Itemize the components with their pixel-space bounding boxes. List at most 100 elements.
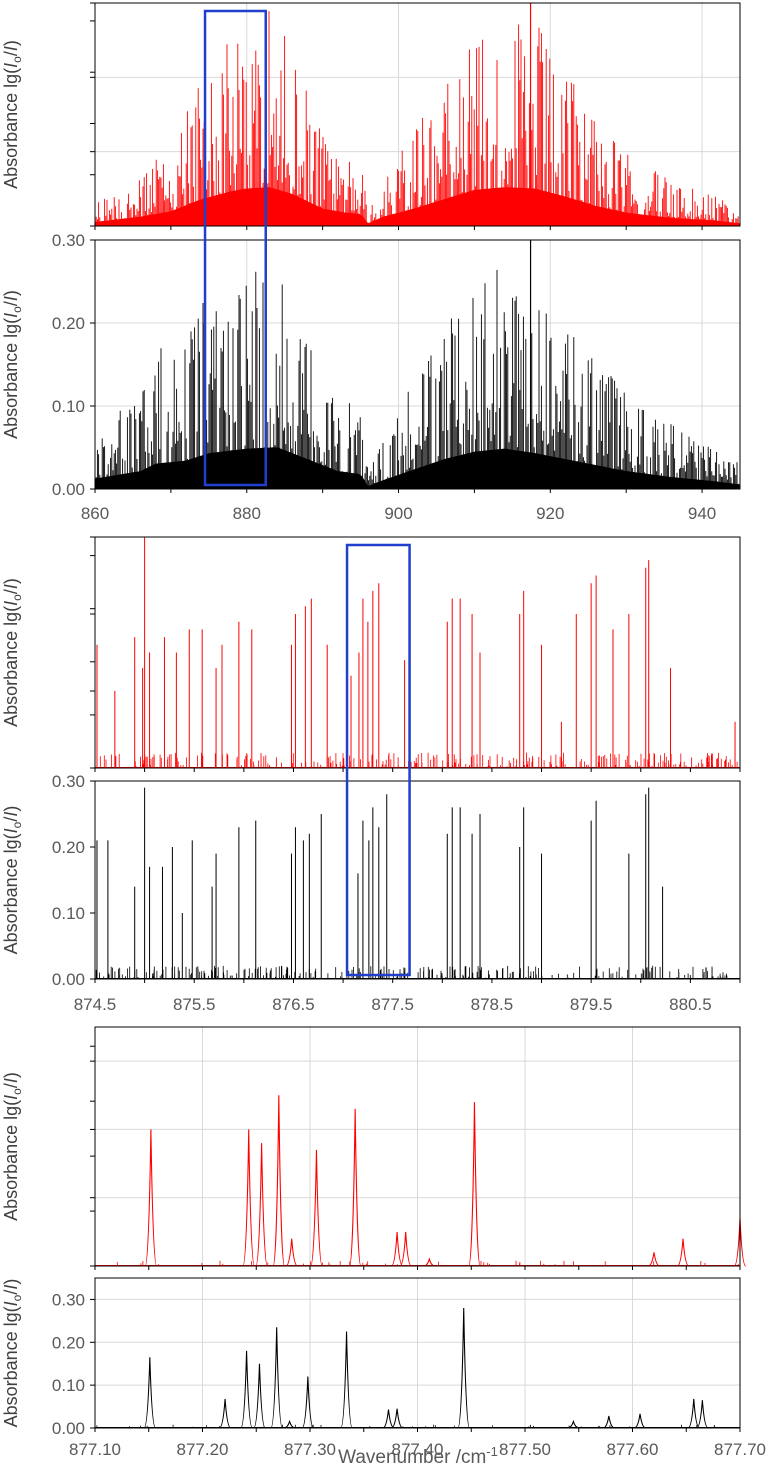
- overview-lower-y-axis-title-i2: I: [1, 296, 21, 301]
- overview-ytick-label-0: 0.00: [52, 480, 85, 499]
- zoom1-ytick-label-3: 0.30: [52, 772, 85, 791]
- zoom2-xtick-label-6: 877.70: [714, 1440, 766, 1459]
- zoom1-xtick-label-2: 876.5: [272, 995, 315, 1014]
- zoom2-upper-peak-4: [285, 1238, 298, 1267]
- zoom1-lower-experimental-trace: [95, 787, 741, 979]
- zoom2-xtick-label-0: 877.10: [69, 1440, 121, 1459]
- zoom2-lower-peak-12: [603, 1415, 615, 1429]
- zoom2-lower-y-axis-title: Absorbance lg(Io/I): [1, 1279, 24, 1428]
- zoom2-upper-peak-7: [391, 1231, 404, 1267]
- overview-lower-y-axis-title: Absorbance lg(Io/I): [1, 290, 24, 439]
- zoom1-upper-simulated-trace: [95, 537, 740, 768]
- zoom2-upper-y-axis-title-slash: /: [1, 1083, 21, 1088]
- zoom2-xtick-label-5: 877.60: [607, 1440, 659, 1459]
- overview-ytick-label-2: 0.20: [52, 314, 85, 333]
- zoom1-lower-frame: [94, 780, 741, 980]
- zoom2-upper-peak-6: [348, 1108, 362, 1267]
- zoom2-lower-peak-2: [240, 1350, 253, 1429]
- zoom2-upper-peak-12: [677, 1238, 689, 1267]
- zoom1-upper-y-axis-title-i2: I: [1, 584, 21, 589]
- zoom1-lower-noise: [95, 965, 741, 979]
- overview-upper-baseline-fill: [95, 187, 740, 226]
- overview-upper-y-axis-title: Absorbance lg(Io/I): [1, 40, 24, 189]
- zoom1-ytick-label-0: 0.00: [52, 970, 85, 989]
- overview-upper-frame: [94, 2, 741, 227]
- traces-layer: [94, 3, 747, 1429]
- zoom2-upper-peak-11: [648, 1252, 660, 1267]
- zoom1-lower-y-axis-title-slash: /: [1, 817, 21, 822]
- zoom2-lower-y-axis-title-suffix: ): [1, 1279, 21, 1285]
- overview-upper-simulated-trace: [94, 3, 740, 226]
- zoom1-xtick-label-0: 874.5: [74, 995, 117, 1014]
- zoom2-upper-peak-10: [468, 1102, 481, 1267]
- zoom2-ytick-label-0: 0.00: [52, 1419, 85, 1438]
- overview-lower-y-axis-title-prefix: Absorbance lg(: [1, 318, 21, 439]
- svg-text:Wavenumber /cm-1: Wavenumber /cm-1: [338, 1444, 498, 1468]
- overview-upper-y-axis-title-prefix: Absorbance lg(: [1, 68, 21, 189]
- x-axis-title: Wavenumber /cm-1: [338, 1444, 498, 1468]
- zoom2-lower-peak-7: [340, 1331, 353, 1429]
- zoom1-lower-y-axis-title-suffix: ): [1, 806, 21, 812]
- zoom1-xtick-label-1: 875.5: [173, 995, 216, 1014]
- zoom2-xtick-label-1: 877.20: [177, 1440, 229, 1459]
- zoom2-lower-peak-3: [253, 1363, 266, 1429]
- zoom1-upper-y-axis-title-suffix: ): [1, 578, 21, 584]
- zoom2-upper-y-axis-title-i2: I: [1, 1078, 21, 1083]
- zoom1-upper-y-axis-title: Absorbance lg(Io/I): [1, 578, 24, 727]
- zoom1-ytick-label-1: 0.10: [52, 904, 85, 923]
- overview-upper-y-axis-title-sub: o: [10, 56, 24, 63]
- zoom2-lower-peak-9: [391, 1408, 403, 1429]
- overview-upper-y-axis-title-i2: I: [1, 46, 21, 51]
- zoom2-ytick-label-3: 0.30: [52, 1290, 85, 1309]
- zoom2-upper-y-axis-title-i: I: [1, 1095, 21, 1100]
- zoom2-upper-peak-5: [310, 1149, 323, 1267]
- overview-lower-lines: [94, 269, 740, 489]
- x-axis-title-text: Wavenumber /cm: [338, 1447, 486, 1468]
- zoom2-lower-peak-10: [457, 1307, 470, 1429]
- zoom2-upper-peak-2: [255, 1143, 268, 1267]
- zoom2-lower-peak-6: [301, 1376, 315, 1429]
- zoom2-lower-y-axis-title-i: I: [1, 1301, 21, 1306]
- zoom2-xtick-label-4: 877.50: [499, 1440, 551, 1459]
- zoom1-upper-y-axis-title-slash: /: [1, 589, 21, 594]
- zoom2-upper-y-axis-title-sub: o: [10, 1088, 24, 1095]
- overview-lower-y-axis-title-suffix: ): [1, 290, 21, 296]
- zoom2-xtick-label-3: 877.40: [392, 1440, 444, 1459]
- overview-zoom-region-box: [203, 9, 267, 487]
- zoom2-upper-y-axis-title-prefix: Absorbance lg(: [1, 1100, 21, 1221]
- overview-xtick-label-4: 940: [688, 504, 716, 523]
- zoom2-upper-y-axis-title: Absorbance lg(Io/I): [1, 1072, 24, 1221]
- overview-lower-frame: [94, 239, 741, 490]
- overview-upper-lines: [94, 11, 740, 226]
- overview-xtick-label-1: 880: [233, 504, 261, 523]
- zoom1-lower-y-axis-title-prefix: Absorbance lg(: [1, 833, 21, 954]
- frames-layer: [90, 2, 741, 1432]
- zoom2-upper-peak-3: [272, 1095, 286, 1267]
- zoom2-xtick-label-2: 877.30: [284, 1440, 336, 1459]
- zoom1-xtick-label-5: 879.5: [570, 995, 613, 1014]
- zoom2-lower-peak-15: [696, 1400, 709, 1429]
- overview-lower-experimental-trace: [94, 240, 740, 489]
- zoom2-upper-peak-8: [399, 1231, 412, 1267]
- zoom1-upper-frame: [94, 536, 741, 769]
- zoom2-lower-peak-0: [143, 1357, 157, 1429]
- zoom1-lower-y-axis-title-i: I: [1, 828, 21, 833]
- zoom2-upper-peak-0: [144, 1129, 158, 1267]
- overview-lower-baseline-fill: [95, 447, 740, 489]
- zoom1-ytick-label-2: 0.20: [52, 838, 85, 857]
- zoom2-upper-simulated-trace: [95, 1095, 747, 1267]
- zoom1-lower-y-axis-title: Absorbance lg(Io/I): [1, 806, 24, 955]
- zoom1-upper-noise: [96, 752, 738, 768]
- zoom1-lower-y-axis-title-i2: I: [1, 812, 21, 817]
- overview-upper-y-axis-title-suffix: ): [1, 40, 21, 46]
- zoom2-lower-peak-13: [634, 1413, 646, 1429]
- zoom2-lower-peak-8: [382, 1409, 395, 1429]
- zoom1-lower-y-axis-title-sub: o: [10, 821, 24, 828]
- zoom2-lower-y-axis-title-slash: /: [1, 1290, 21, 1295]
- zoom2-lower-peak-1: [219, 1398, 232, 1429]
- overview-ytick-label-1: 0.10: [52, 397, 85, 416]
- zoom1-upper-y-axis-title-i: I: [1, 601, 21, 606]
- overview-xtick-label-2: 900: [384, 504, 412, 523]
